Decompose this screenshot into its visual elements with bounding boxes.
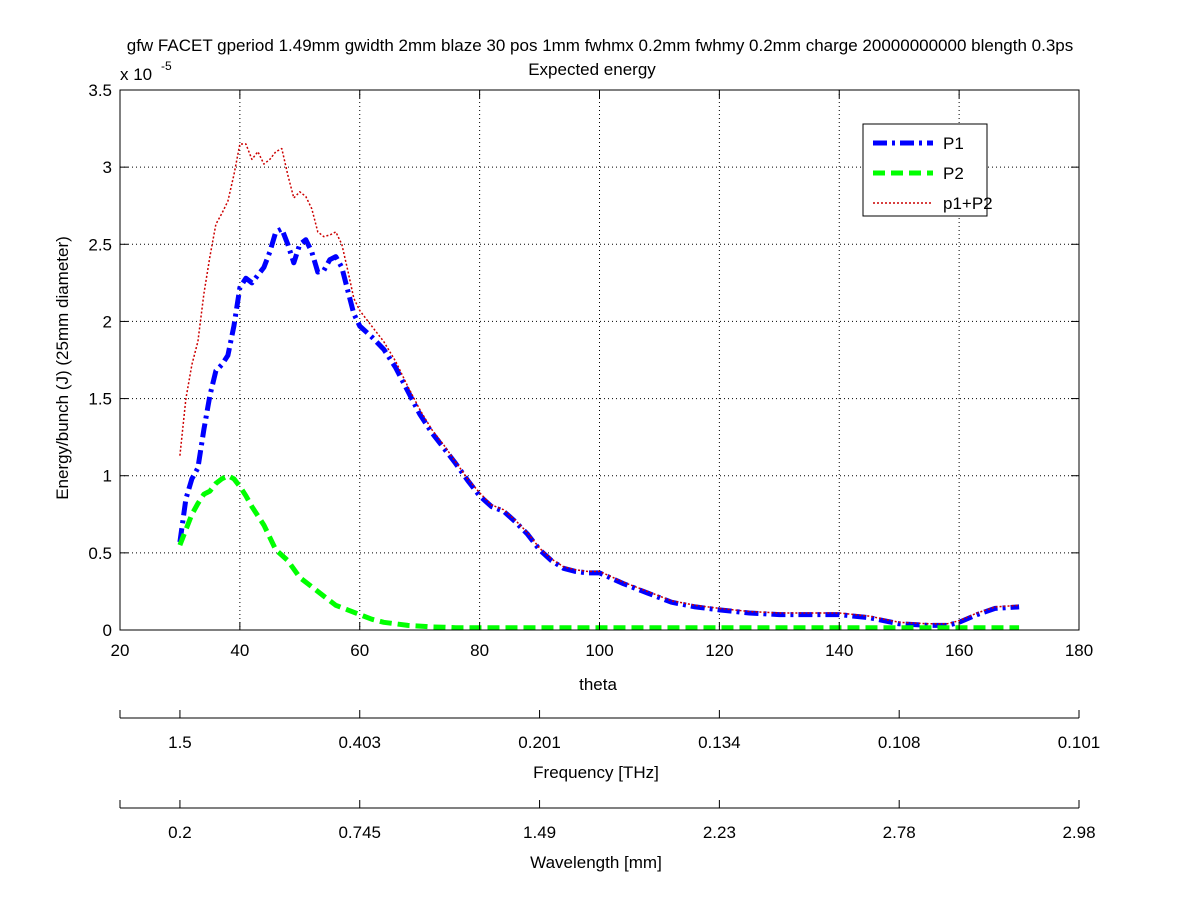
legend: P1 P2 p1+P2 [862, 123, 993, 217]
plot-frame [119, 89, 1080, 631]
secondary-tick-label: 0.201 [518, 733, 561, 752]
x-axis-label: theta [579, 675, 617, 694]
axes [119, 89, 1080, 631]
y-tick-label: 1 [103, 467, 112, 486]
y-tick-label: 0 [103, 621, 112, 640]
x-tick-label: 100 [585, 641, 613, 660]
y-exponent-label: x 10 [120, 65, 152, 84]
series-line-p1 [177, 226, 1020, 628]
secondary-tick-label: 1.49 [523, 823, 556, 842]
secondary-tick-label: 0.101 [1058, 733, 1101, 752]
secondary-tick-label: 2.78 [883, 823, 916, 842]
x-tick-label: 140 [825, 641, 853, 660]
y-tick-label: 2.5 [88, 235, 112, 254]
secondary-tick-label: 2.23 [703, 823, 736, 842]
x-tick-label: 60 [350, 641, 369, 660]
chart-subtitle: Expected energy [528, 60, 656, 79]
y-exponent-power: -5 [161, 59, 172, 73]
legend-label: p1+P2 [943, 194, 993, 213]
x-tick-label: 80 [470, 641, 489, 660]
secondary-axis-label: Frequency [THz] [533, 763, 659, 782]
series-line-p1-p2 [179, 143, 1020, 625]
secondary-axes: 1.5 0.403 0.201 0.134 0.108 0.101 Frequency [T… [119, 710, 1101, 872]
series-group [177, 143, 1020, 631]
secondary-tick-label: 0.403 [338, 733, 381, 752]
secondary-axis-label: Wavelength [mm] [530, 853, 662, 872]
secondary-tick-label: 0.134 [698, 733, 741, 752]
secondary-tick-label: 1.5 [168, 733, 192, 752]
x-tick-label: 120 [705, 641, 733, 660]
y-tick-label: 1.5 [88, 390, 112, 409]
legend-label: P1 [943, 134, 964, 153]
legend-label: P2 [943, 164, 964, 183]
x-tick-label: 160 [945, 641, 973, 660]
tick-labels: 20 40 60 80 100 120 140 160 180 0 0.5 1 1.5 2 2.5 3 3.5 [88, 81, 1093, 660]
secondary-tick-label: 2.98 [1062, 823, 1095, 842]
series-line-p2 [177, 473, 1020, 631]
y-tick-label: 0.5 [88, 544, 112, 563]
chart-title: gfw FACET gperiod 1.49mm gwidth 2mm blaz… [127, 36, 1073, 55]
y-tick-label: 2 [103, 312, 112, 331]
secondary-tick-label: 0.745 [338, 823, 381, 842]
y-axis-label: Energy/bunch (J) (25mm diameter) [53, 236, 72, 500]
legend-box [862, 123, 988, 217]
y-tick-label: 3 [103, 158, 112, 177]
x-tick-label: 180 [1065, 641, 1093, 660]
x-tick-label: 40 [230, 641, 249, 660]
secondary-tick-label: 0.2 [168, 823, 192, 842]
y-tick-label: 3.5 [88, 81, 112, 100]
secondary-tick-label: 0.108 [878, 733, 921, 752]
x-tick-label: 20 [111, 641, 130, 660]
